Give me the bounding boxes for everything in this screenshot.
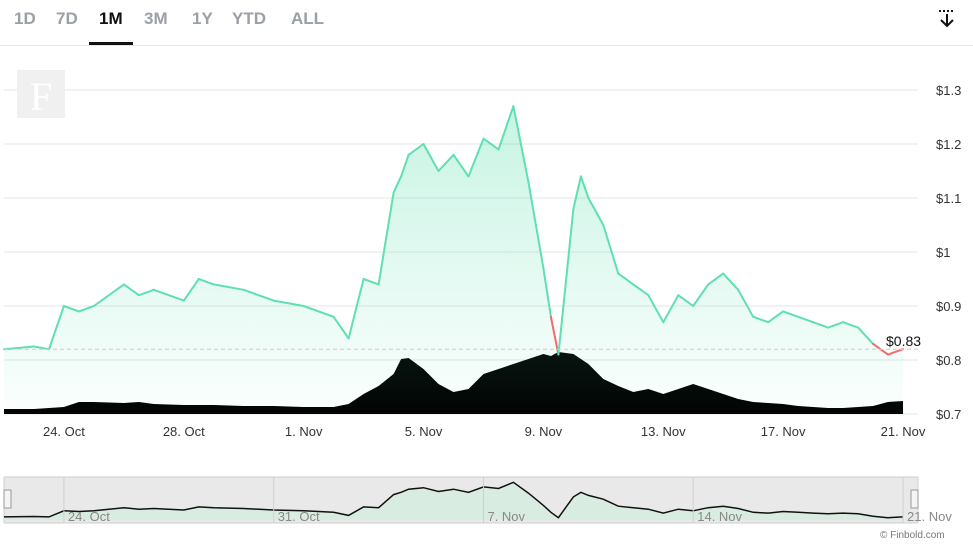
y-tick-label: $1.2 [936, 137, 961, 152]
price-line-segment [579, 175, 590, 199]
price-line-segment [707, 272, 725, 286]
tab-1m[interactable]: 1M [99, 9, 123, 28]
price-line-segment [197, 278, 215, 286]
navigator-handle-right[interactable] [910, 489, 919, 509]
x-tick-label: 17. Nov [761, 424, 806, 439]
navigator-tick-label: 14. Nov [697, 509, 742, 524]
price-line-segment [857, 326, 874, 345]
tab-1d[interactable]: 1D [14, 9, 36, 28]
price-line-segment [812, 321, 830, 329]
price-chart[interactable]: F $1.3 $1.2 $1.1 $1 $0.9 $0.8 $0.7 24. Oct 28. … [0, 46, 973, 446]
price-line-segment [137, 288, 155, 297]
price-line-segment [467, 137, 485, 178]
navigator[interactable]: 24. Oct 31. Oct 7. Nov 14. Nov 21. Nov [0, 476, 973, 526]
y-tick-label: $0.7 [936, 407, 961, 422]
navigator-tick-label: 31. Oct [278, 509, 320, 524]
y-tick-label: $1.3 [936, 83, 961, 98]
tab-1y[interactable]: 1Y [192, 9, 213, 28]
navigator-tick-label: 24. Oct [68, 509, 110, 524]
price-line-segment [647, 294, 665, 324]
price-line-segment [692, 283, 710, 307]
x-tick-label: 28. Oct [163, 424, 205, 439]
price-line-segment [302, 305, 335, 318]
y-tick-label: $1 [936, 245, 950, 260]
price-line-segment [422, 143, 440, 172]
navigator-tick-label: 7. Nov [487, 509, 525, 524]
x-tick-label: 1. Nov [285, 424, 323, 439]
price-line-segment [407, 143, 425, 156]
price-line-segment [497, 105, 515, 151]
range-tabs: 1D 7D 1M 3M 1Y YTD ALL [0, 0, 973, 45]
price-line-segment [797, 315, 815, 324]
price-line-segment [392, 175, 403, 194]
navigator-handle-left[interactable] [3, 489, 12, 509]
price-line-segment [152, 288, 185, 302]
x-tick-label: 24. Oct [43, 424, 85, 439]
x-tick-label: 21. Nov [881, 424, 926, 439]
price-line-segment [557, 207, 575, 356]
navigator-tick-label: 21. Nov [907, 509, 952, 524]
x-tick-label: 13. Nov [641, 424, 686, 439]
price-line-segment [92, 283, 125, 307]
price-line-segment [452, 153, 470, 178]
price-line-segment [332, 315, 350, 340]
price-line-segment [677, 294, 695, 307]
price-line-segment [662, 294, 680, 324]
watermark-logo: F [17, 70, 65, 119]
price-line-segment [400, 153, 410, 178]
y-tick-label: $0.8 [936, 353, 961, 368]
active-tab-indicator [89, 42, 133, 45]
price-line-segment [752, 315, 770, 324]
price-line-segment [377, 191, 395, 286]
last-price-label: $0.83 [886, 333, 921, 349]
price-line-segment [842, 321, 860, 329]
credit-text: © Finbold.com [880, 530, 945, 541]
price-line-segment [77, 305, 95, 313]
price-line-segment [549, 315, 560, 356]
download-arrow-icon[interactable] [936, 8, 958, 30]
y-tick-label: $0.9 [936, 299, 961, 314]
price-line-segment [602, 224, 620, 275]
price-line-segment [48, 305, 65, 351]
price-line-segment [242, 288, 275, 302]
svg-text:F: F [30, 74, 52, 119]
price-line-segment [887, 348, 904, 356]
tab-ytd[interactable]: YTD [232, 9, 266, 28]
price-line-segment [767, 310, 785, 324]
navigator-line [3, 481, 904, 519]
navigator-area [4, 482, 904, 520]
price-line-segment [527, 180, 545, 270]
tab-3m[interactable]: 3M [144, 9, 168, 28]
x-tick-label: 5. Nov [405, 424, 443, 439]
price-line-segment [632, 283, 650, 297]
price-line-segment [3, 345, 35, 351]
price-line-segment [587, 197, 605, 226]
price-line-segment [782, 310, 800, 318]
price-line-segment [212, 283, 245, 291]
price-line-segment [437, 153, 455, 172]
tab-all[interactable]: ALL [291, 9, 325, 28]
price-line-segment [722, 272, 740, 291]
tab-7d[interactable]: 7D [56, 9, 78, 28]
tabs-divider [0, 45, 973, 46]
price-area [4, 106, 904, 414]
y-tick-label: $1.1 [936, 191, 961, 206]
price-line-segment [617, 272, 635, 286]
price-line-segment [347, 278, 365, 340]
price-line-segment [122, 283, 140, 297]
price-line-segment [737, 288, 755, 318]
price-line-segment [62, 305, 80, 313]
x-tick-label: 9. Nov [525, 424, 563, 439]
price-line-segment [572, 175, 582, 210]
price-line-segment [362, 278, 380, 286]
price-line-segment [182, 278, 200, 302]
price-line-segment [272, 299, 305, 307]
price-line-segment [512, 105, 530, 183]
price-line-segment [542, 267, 552, 318]
price-line-segment [482, 137, 500, 151]
price-line-segment [827, 321, 845, 329]
